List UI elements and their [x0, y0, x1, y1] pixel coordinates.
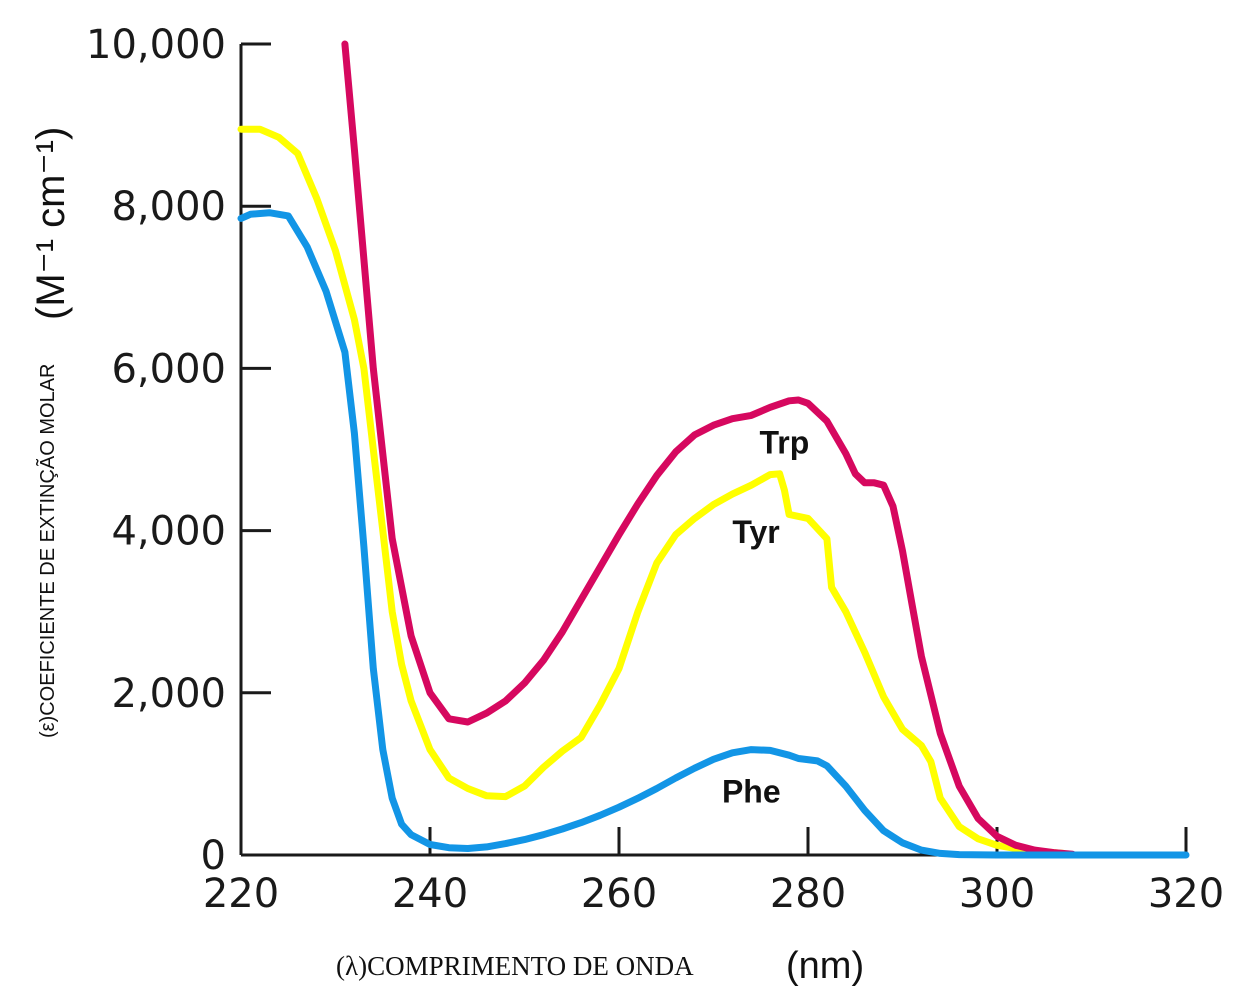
x-tick-label: 260	[581, 871, 657, 917]
x-tick-label: 280	[770, 871, 846, 917]
x-tick-label: 320	[1148, 871, 1224, 917]
x-tick-label: 220	[203, 871, 279, 917]
x-tick-label: 240	[392, 871, 468, 917]
series-label-trp: Trp	[759, 425, 809, 461]
y-axis-label-unit: (M⁻¹ cm⁻¹)	[29, 127, 73, 320]
x-tick-label: 300	[959, 871, 1035, 917]
y-tick-label: 2,000	[111, 671, 226, 717]
y-tick-label: 10,000	[86, 22, 226, 68]
y-tick-label: 4,000	[111, 509, 226, 555]
y-tick-label: 6,000	[111, 346, 226, 392]
series-line-tyr	[237, 125, 1067, 857]
series-label-phe: Phe	[722, 773, 781, 809]
series-line-trp	[341, 40, 1077, 858]
axes: 0 2,000 4,000 6,000 8,000 10,000 220 240 260 280 3…	[86, 22, 1224, 917]
y-tick-label: 0	[201, 833, 226, 879]
series-group	[237, 40, 1190, 859]
series-label-tyr: Tyr	[732, 514, 779, 550]
series-line-phe	[237, 209, 1190, 859]
x-axis-label-unit: (nm)	[786, 945, 864, 987]
y-tick-label: 8,000	[111, 184, 226, 230]
y-axis-label-prefix: (ε)COEFICIENTE DE EXTINÇÃO MOLAR	[35, 363, 59, 738]
x-axis-label-prefix: (λ)COMPRIMENTO DE ONDA	[336, 951, 694, 981]
series-labels: Trp Tyr Phe	[722, 425, 809, 810]
